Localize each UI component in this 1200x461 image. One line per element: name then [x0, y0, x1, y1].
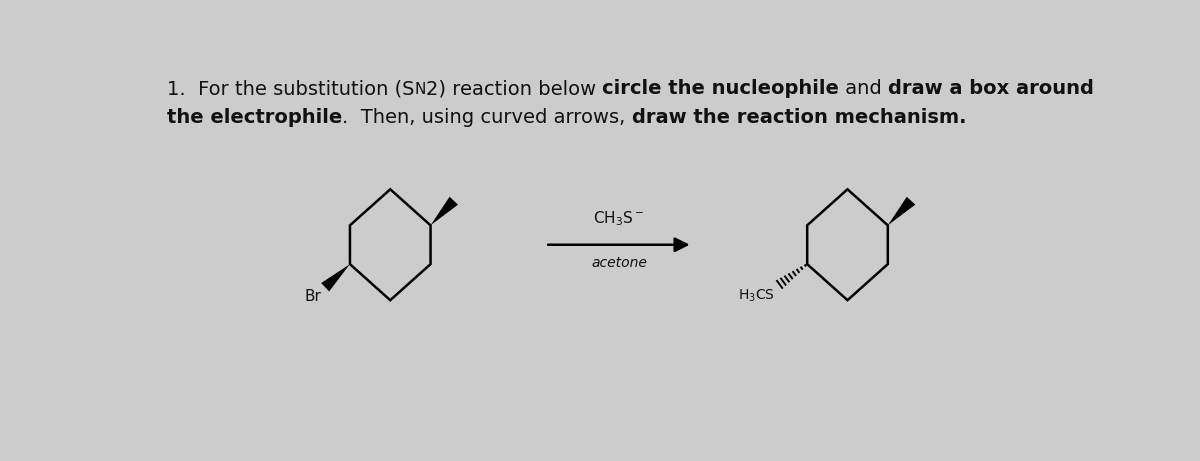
Text: circle the nucleophile: circle the nucleophile: [602, 79, 839, 98]
Text: and: and: [839, 79, 888, 98]
Text: acetone: acetone: [590, 256, 647, 270]
Polygon shape: [888, 197, 916, 225]
Text: Br: Br: [305, 289, 322, 304]
Text: draw the reaction mechanism.: draw the reaction mechanism.: [631, 108, 966, 127]
Text: .  Then, using curved arrows,: . Then, using curved arrows,: [342, 108, 631, 127]
Text: N: N: [414, 82, 426, 97]
Text: 1.  For the substitution (S: 1. For the substitution (S: [167, 79, 414, 98]
Polygon shape: [322, 264, 350, 291]
Text: H$_3$CS: H$_3$CS: [738, 287, 775, 304]
Text: the electrophile: the electrophile: [167, 108, 342, 127]
Text: 2) reaction below: 2) reaction below: [426, 79, 602, 98]
Text: draw a box around: draw a box around: [888, 79, 1094, 98]
Polygon shape: [431, 197, 458, 225]
Text: CH$_3$S$^-$: CH$_3$S$^-$: [593, 209, 644, 228]
